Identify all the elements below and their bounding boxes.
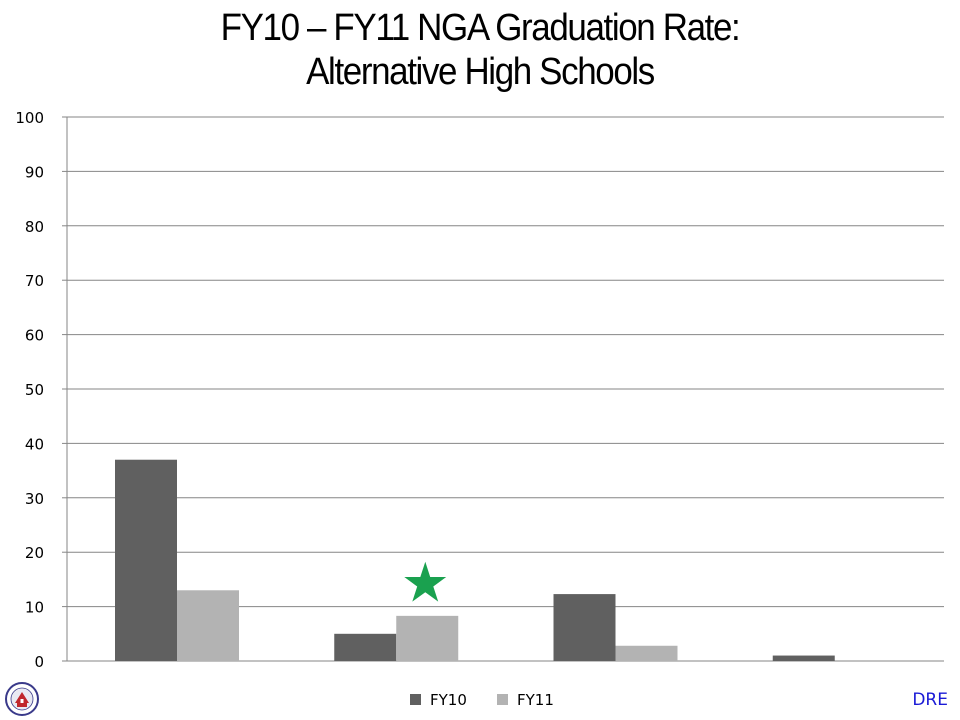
legend-swatch-fy11 <box>497 694 508 705</box>
y-tick-label: 40 <box>25 435 44 453</box>
footer-tag: DRE <box>912 690 948 710</box>
bar-fy10 <box>334 633 397 661</box>
y-tick-label: 70 <box>25 272 44 290</box>
chart-title: FY10 – FY11 NGA Graduation Rate: Alterna… <box>38 6 921 94</box>
y-tick-label: 60 <box>25 327 44 345</box>
bar-fy11 <box>396 615 459 661</box>
legend-swatch-fy10 <box>410 694 421 705</box>
y-tick-label: 80 <box>25 218 44 236</box>
star-icon <box>404 561 447 602</box>
bar-fy11 <box>615 645 678 661</box>
y-tick-label: 30 <box>25 490 44 508</box>
legend-label-fy11: FY11 <box>517 691 554 709</box>
bar-fy10 <box>115 459 177 661</box>
y-tick-label: 10 <box>25 599 44 617</box>
y-tick-label: 50 <box>25 381 44 399</box>
y-tick-label: 20 <box>25 544 44 562</box>
legend-label-fy10: FY10 <box>430 691 467 709</box>
chart-title-line-2: Alternative High Schools <box>306 51 655 93</box>
bar-fy10 <box>772 655 835 661</box>
y-tick-label: 0 <box>34 653 44 671</box>
y-tick-label: 100 <box>15 109 44 127</box>
bar-fy11 <box>177 590 239 661</box>
bar-fy10 <box>553 594 616 661</box>
school-district-seal-logo <box>5 682 39 716</box>
chart-title-line-1: FY10 – FY11 NGA Graduation Rate: <box>220 7 741 49</box>
y-tick-label: 90 <box>25 163 44 181</box>
